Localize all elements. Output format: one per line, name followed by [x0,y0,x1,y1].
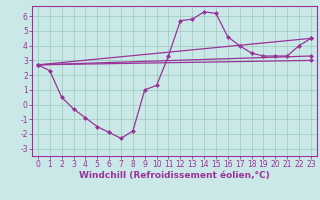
X-axis label: Windchill (Refroidissement éolien,°C): Windchill (Refroidissement éolien,°C) [79,171,270,180]
